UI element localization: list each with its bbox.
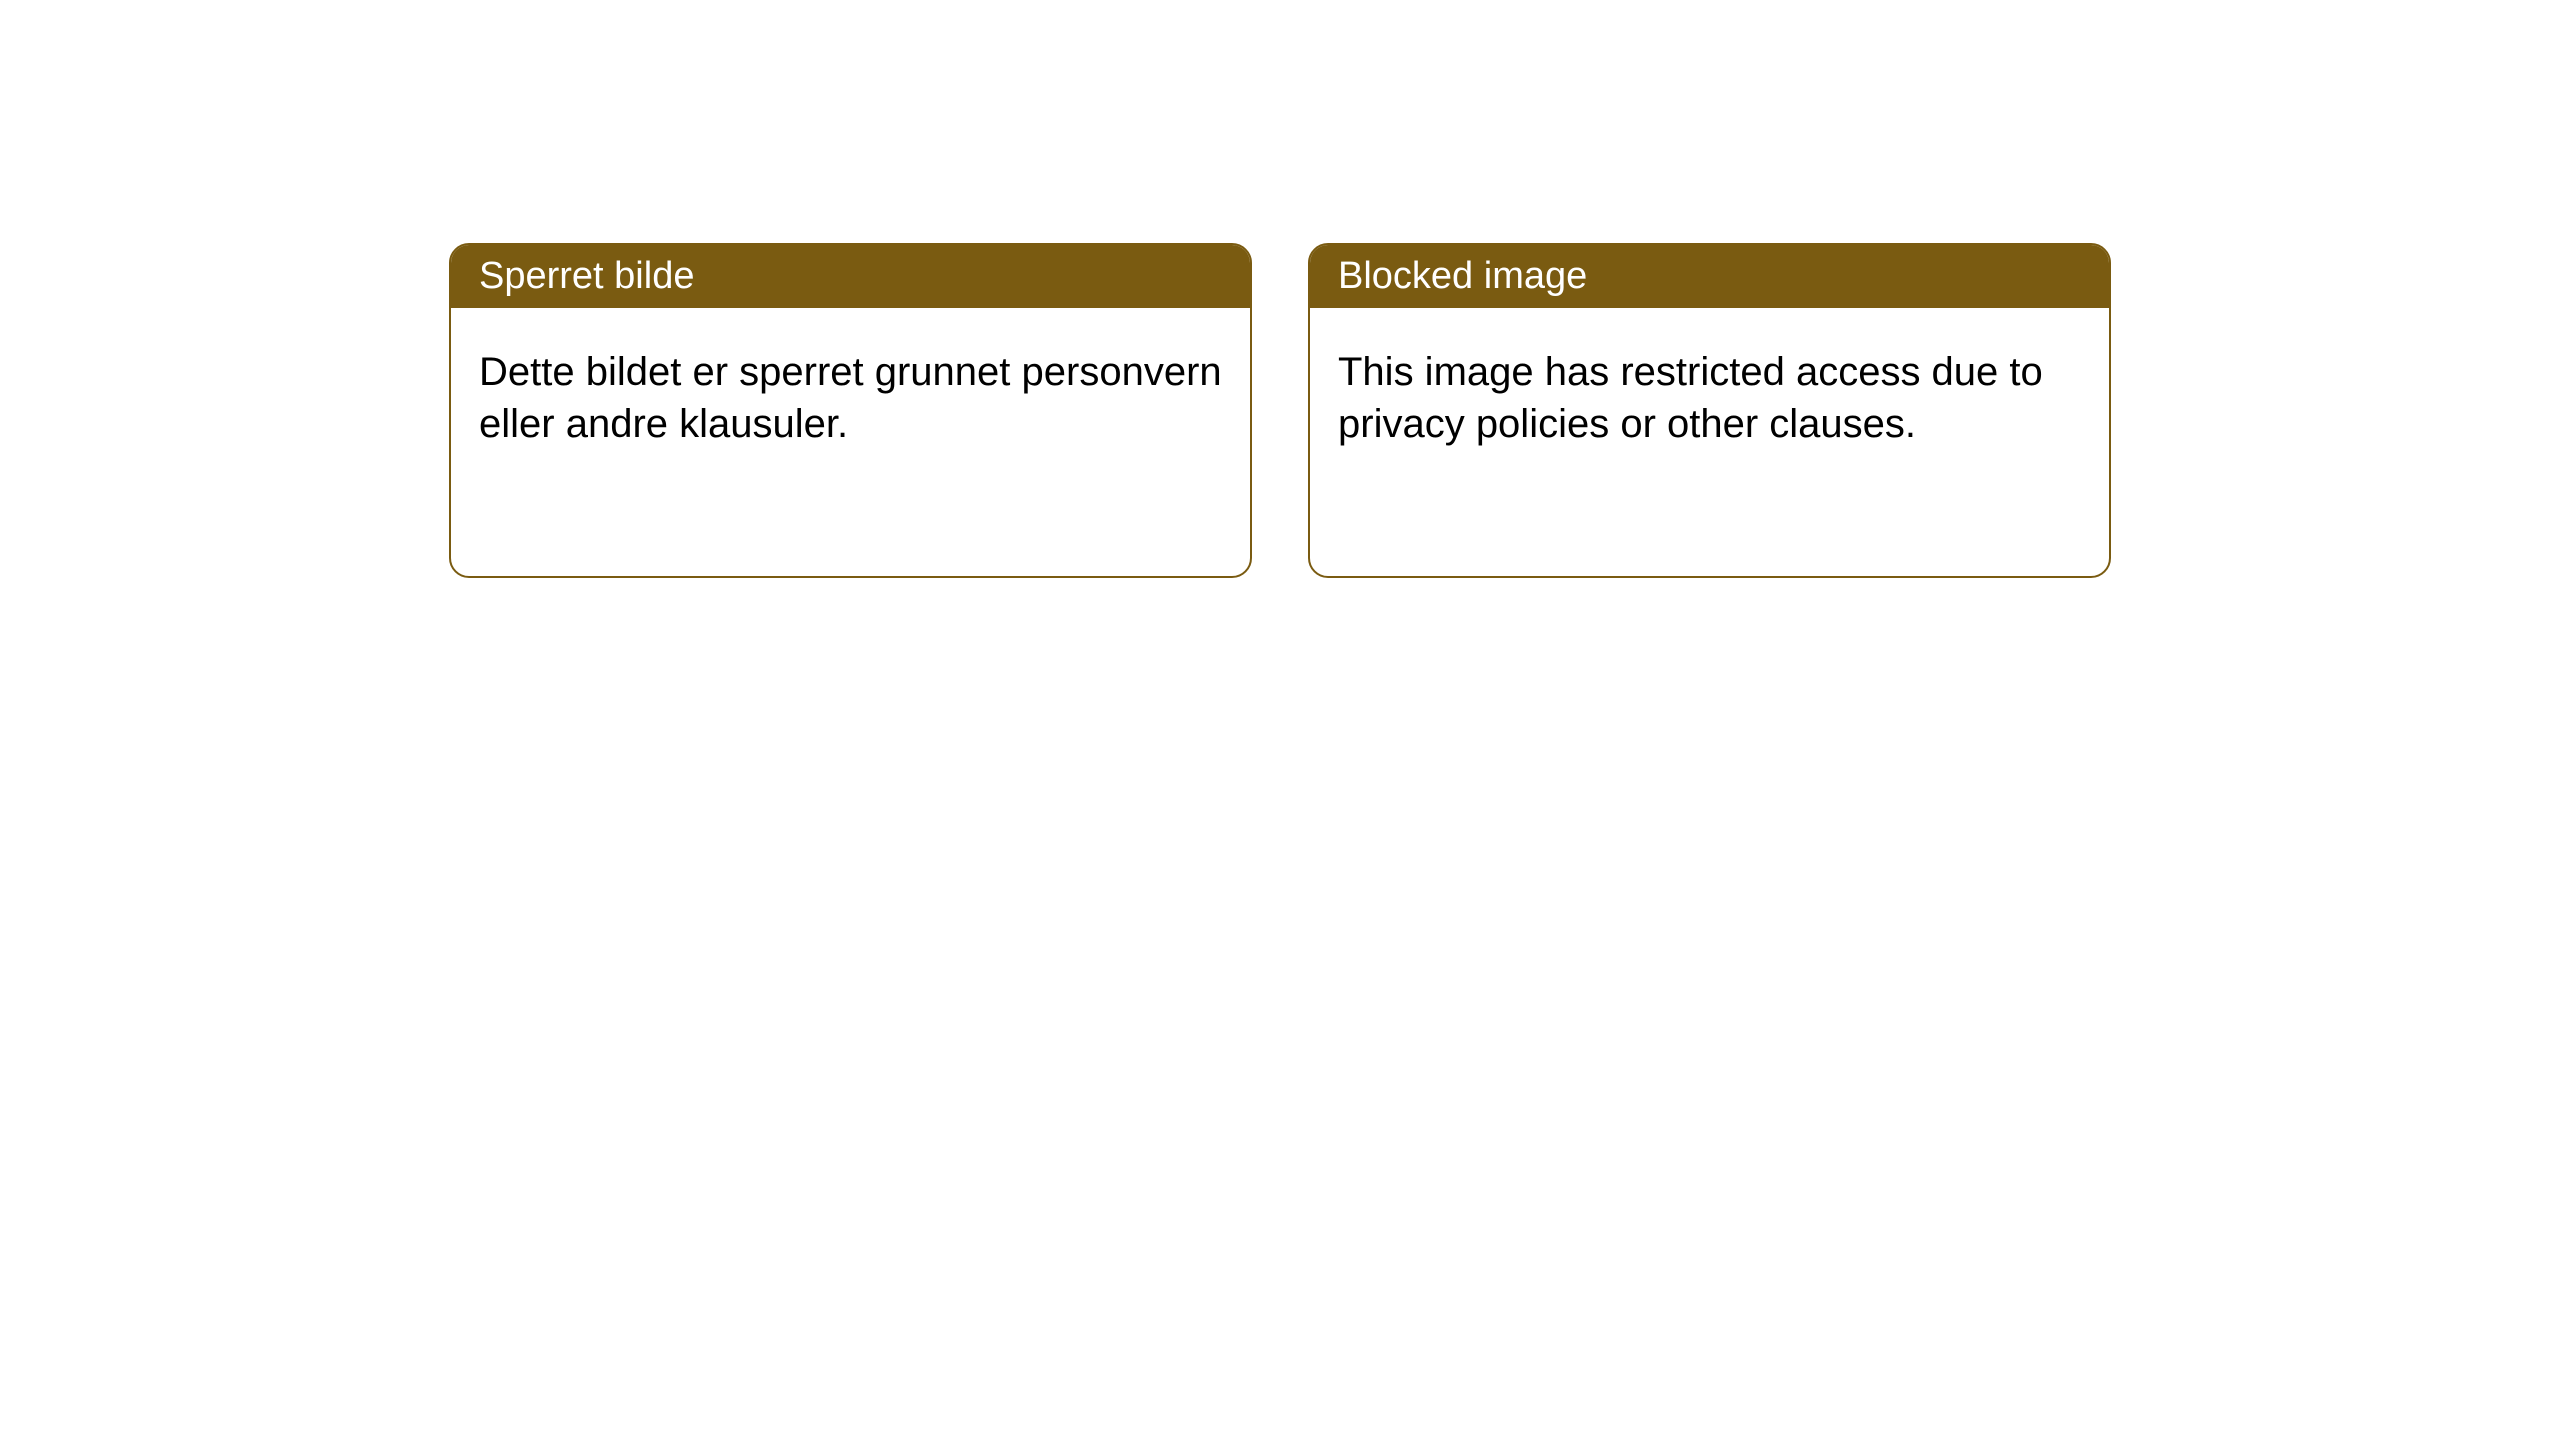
card-title: Sperret bilde — [479, 255, 694, 297]
card-header: Blocked image — [1310, 245, 2109, 308]
notice-card-english: Blocked image This image has restricted … — [1308, 243, 2111, 578]
card-body-text: Dette bildet er sperret grunnet personve… — [479, 350, 1222, 446]
notice-card-norwegian: Sperret bilde Dette bildet er sperret gr… — [449, 243, 1252, 578]
card-body-text: This image has restricted access due to … — [1338, 350, 2043, 446]
card-body: Dette bildet er sperret grunnet personve… — [451, 308, 1250, 488]
card-title: Blocked image — [1338, 255, 1587, 297]
card-header: Sperret bilde — [451, 245, 1250, 308]
notice-container: Sperret bilde Dette bildet er sperret gr… — [0, 0, 2560, 578]
card-body: This image has restricted access due to … — [1310, 308, 2109, 488]
